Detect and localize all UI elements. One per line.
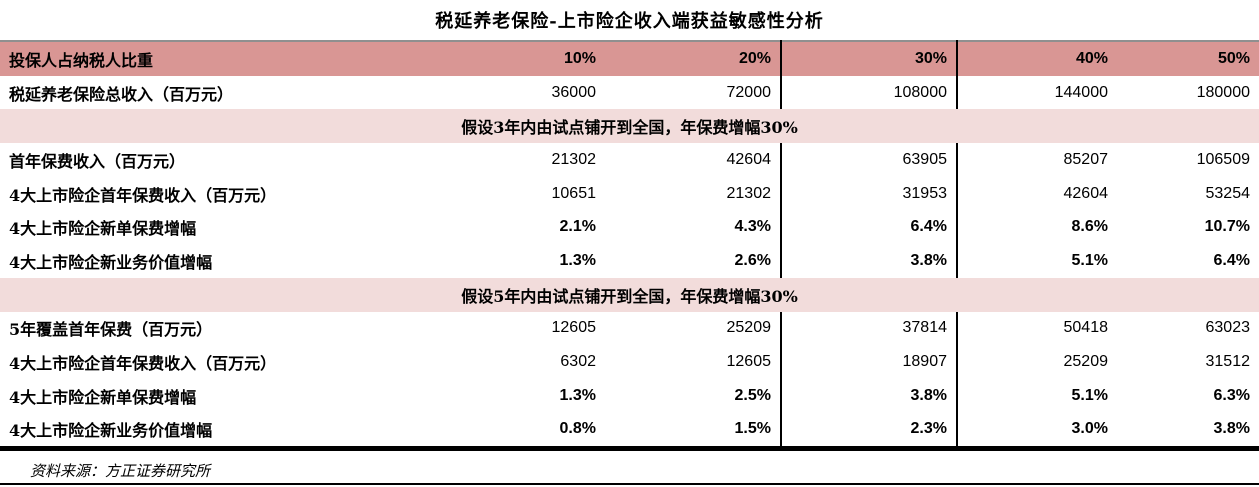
row-label: 4大上市险企首年保费收入（百万元） [9, 185, 277, 205]
table-row: 首年保费收入（百万元） 21302 42604 63905 85207 1065… [0, 143, 1259, 177]
value-cell: 5.1% [1071, 386, 1108, 404]
row-label: 5年覆盖首年保费（百万元） [9, 320, 213, 340]
value-cell: 1.3% [559, 386, 596, 404]
row-label: 税延养老保险总收入（百万元） [9, 84, 234, 104]
value-cell: 10.7% [1204, 218, 1250, 236]
value-cell: 25209 [1063, 353, 1109, 371]
header-40pct: 40% [957, 41, 1117, 76]
value-cell: 3.8% [780, 378, 958, 413]
value-cell: 2.6% [734, 251, 771, 269]
value-cell: 10651 [551, 184, 597, 202]
value-cell: 63023 [1205, 319, 1251, 337]
header-20pct: 20% [605, 41, 781, 76]
value-cell: 0.8% [559, 420, 596, 438]
value-cell: 37814 [780, 311, 958, 346]
table-row: 4大上市险企首年保费收入（百万元） 6302 12605 18907 25209… [0, 345, 1259, 379]
header-label: 投保人占纳税人比重 [0, 41, 450, 76]
table-header-row: 投保人占纳税人比重 10% 20% 30% 40% 50% [0, 41, 1259, 76]
table-row: 5年覆盖首年保费（百万元） 12605 25209 37814 50418 63… [0, 311, 1259, 346]
value-cell: 3.8% [780, 244, 958, 278]
value-cell: 85207 [1063, 150, 1109, 168]
value-cell: 72000 [726, 83, 772, 101]
value-cell: 8.6% [1071, 218, 1108, 236]
row-label: 首年保费收入（百万元） [9, 151, 186, 171]
value-cell: 21302 [551, 150, 597, 168]
page-title: 税延养老保险-上市险企收入端获益敏感性分析 [435, 11, 824, 32]
value-cell: 108000 [780, 75, 958, 110]
value-cell: 6.3% [1213, 386, 1250, 404]
value-cell: 6.4% [1213, 251, 1250, 269]
value-cell: 42604 [726, 150, 772, 168]
value-cell: 5.1% [1071, 251, 1108, 269]
header-50pct: 50% [1117, 41, 1259, 76]
value-cell: 3.8% [1213, 420, 1250, 438]
table-row: 4大上市险企新业务价值增幅 0.8% 1.5% 2.3% 3.0% 3.8% [0, 412, 1259, 447]
value-cell: 1.5% [734, 420, 771, 438]
sensitivity-table: 投保人占纳税人比重 10% 20% 30% 40% 50% 税延养老保险总收入（… [0, 40, 1259, 447]
value-cell: 3.0% [1071, 420, 1108, 438]
row-label: 4大上市险企新单保费增幅 [9, 219, 197, 239]
value-cell: 50418 [1063, 319, 1109, 337]
value-cell: 36000 [551, 83, 597, 101]
value-cell: 6302 [560, 353, 596, 371]
section-label: 假设3年内由试点铺开到全国，年保费增幅30% [0, 109, 1259, 144]
table-row: 税延养老保险总收入（百万元） 36000 72000 108000 144000… [0, 75, 1259, 110]
table-row: 4大上市险企首年保费收入（百万元） 10651 21302 31953 4260… [0, 176, 1259, 211]
table-row: 4大上市险企新单保费增幅 1.3% 2.5% 3.8% 5.1% 6.3% [0, 378, 1259, 413]
value-cell: 25209 [726, 319, 772, 337]
value-cell: 2.3% [780, 412, 958, 447]
row-label: 4大上市险企新单保费增幅 [9, 387, 197, 407]
value-cell: 42604 [1063, 184, 1109, 202]
row-label: 4大上市险企新业务价值增幅 [9, 421, 213, 441]
value-cell: 12605 [551, 319, 597, 337]
section-label: 假设5年内由试点铺开到全国，年保费增幅30% [0, 277, 1259, 312]
section-header-row: 假设3年内由试点铺开到全国，年保费增幅30% [0, 109, 1259, 144]
value-cell: 6.4% [780, 210, 958, 245]
source-note: 资料来源：方正证券研究所 [30, 462, 211, 481]
value-cell: 4.3% [734, 218, 771, 236]
row-label: 4大上市险企首年保费收入（百万元） [9, 354, 277, 374]
value-cell: 18907 [780, 345, 958, 379]
page-bottom-rule [0, 483, 1259, 485]
value-cell: 1.3% [559, 251, 596, 269]
value-cell: 106509 [1196, 150, 1250, 168]
table-row: 4大上市险企新业务价值增幅 1.3% 2.6% 3.8% 5.1% 6.4% [0, 244, 1259, 278]
value-cell: 12605 [726, 353, 772, 371]
table-bottom-rule [0, 446, 1259, 452]
header-10pct: 10% [450, 41, 605, 76]
section-header-row: 假设5年内由试点铺开到全国，年保费增幅30% [0, 277, 1259, 312]
value-cell: 180000 [1196, 83, 1250, 101]
table-row: 4大上市险企新单保费增幅 2.1% 4.3% 6.4% 8.6% 10.7% [0, 210, 1259, 245]
header-30pct: 30% [780, 41, 958, 76]
value-cell: 31953 [780, 176, 958, 211]
value-cell: 2.5% [734, 386, 771, 404]
value-cell: 31512 [1205, 353, 1251, 371]
value-cell: 144000 [1054, 83, 1108, 101]
value-cell: 2.1% [559, 218, 596, 236]
value-cell: 53254 [1205, 184, 1251, 202]
row-label: 4大上市险企新业务价值增幅 [9, 252, 213, 272]
value-cell: 21302 [726, 184, 772, 202]
value-cell: 63905 [780, 143, 958, 177]
